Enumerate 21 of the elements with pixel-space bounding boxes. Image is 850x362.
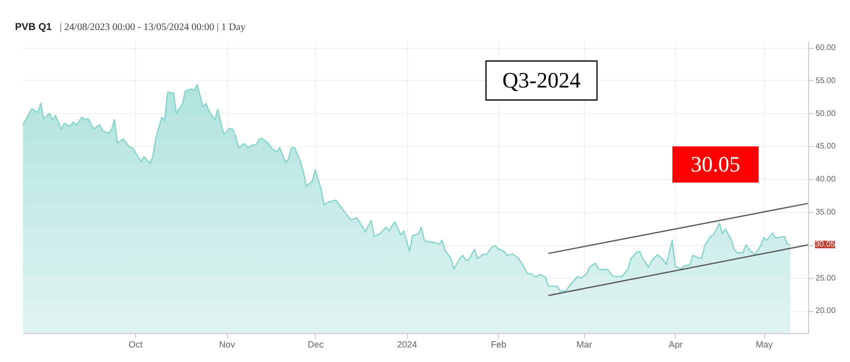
- annotation: 30.05: [690, 152, 740, 176]
- x-tick-label: Nov: [219, 340, 236, 350]
- x-tick-label: Feb: [490, 340, 506, 350]
- x-tick-label: 2024: [397, 340, 418, 350]
- x-tick-label: May: [756, 340, 774, 350]
- y-tick-label: 45.00: [816, 142, 836, 151]
- y-tick-label: 40.00: [816, 174, 836, 184]
- chart-title: PVB Q1: [15, 22, 52, 33]
- y-tick-label: 50.00: [816, 108, 836, 118]
- y-tick-label: 20.00: [816, 306, 836, 316]
- annotation: Q3-2024: [502, 68, 581, 92]
- chart-subtitle: | 24/08/2023 00:00 - 13/05/2024 00:00 | 1 Day: [60, 22, 246, 33]
- annotation: 30.05: [814, 240, 836, 249]
- x-tick-label: Apr: [668, 340, 683, 350]
- x-tick-label: Mar: [576, 340, 592, 350]
- x-tick-label: Dec: [308, 340, 324, 350]
- y-tick-label: 55.00: [816, 76, 836, 85]
- y-tick-label: 35.00: [816, 207, 836, 216]
- y-tick-label: 25.00: [816, 273, 836, 282]
- y-tick-label: 60.00: [816, 43, 836, 52]
- x-tick-label: Oct: [128, 340, 144, 350]
